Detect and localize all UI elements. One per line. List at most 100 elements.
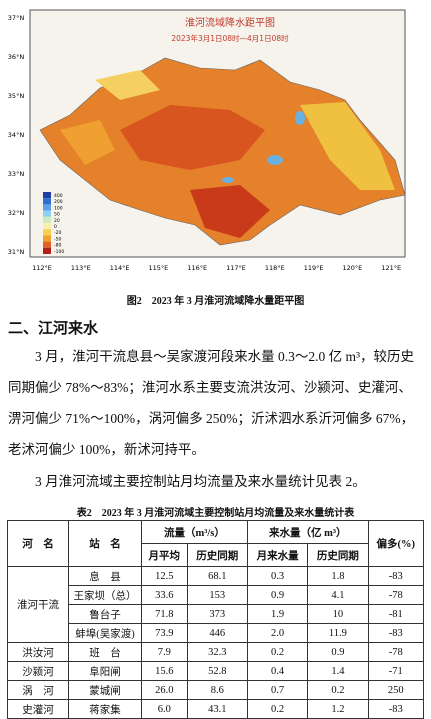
table-row: 鲁台子 71.8 373 1.9 10 -81 [8, 604, 425, 624]
table-cell: 0.2 [246, 642, 309, 662]
lon-label: 116°E [187, 264, 207, 272]
table-cell: 0.4 [246, 661, 309, 681]
table-cell: 月平均 [141, 543, 188, 567]
table-cell: 153 [186, 585, 248, 605]
table-cell: -83 [367, 566, 425, 586]
table-row: 涡 河蒙城闸 26.0 8.6 0.7 0.2 250 [7, 680, 425, 700]
header-cell: 流量（m³/s） [141, 520, 248, 544]
table-cell: 8.6 [186, 680, 248, 700]
table-row: 淮河干流息 县 12.5 68.1 0.3 1.8 -83 [7, 566, 425, 643]
lat-label: 32°N [8, 209, 25, 217]
table-cell: 0.2 [307, 680, 369, 700]
table-cell: 71.8 [141, 604, 188, 624]
legend-label: 400 [54, 193, 63, 199]
legend-label: 20 [54, 218, 60, 224]
data-table: 河 名 站 名 流量（m³/s） 来水量（亿 m³） 偏多(%) 月平均 历史同期… [7, 520, 425, 719]
table-cell: -81 [367, 604, 425, 624]
text-line: 淠河偏少 71%～100%，涡河偏多 250%；沂沭泗水系沂河偏多 67%， [8, 411, 415, 426]
legend-swatch [43, 241, 51, 248]
table-cell: 68.1 [186, 566, 248, 586]
table-cell: 月来水量 [246, 543, 309, 567]
table-cell: 蚌埠(吴家渡) [68, 623, 142, 643]
lon-label: 119°E [304, 264, 324, 272]
legend-label: -80 [54, 243, 61, 249]
legend-label: 50 [54, 212, 60, 218]
lon-label: 117°E [226, 264, 246, 272]
table-cell: 1.2 [307, 699, 369, 719]
lake [295, 111, 305, 125]
table-cell: -78 [367, 642, 425, 662]
legend-swatch [43, 216, 51, 223]
table-cell: 446 [186, 623, 248, 643]
table-cell: 10 [307, 604, 369, 624]
paragraph: 3 月淮河流域主要控制站月均流量及来水量统计见表 2。 [8, 466, 426, 497]
text-line: 同期偏少 78%～83%；淮河水系主要支流洪汝河、沙颍河、史灌河、 [8, 380, 412, 395]
lon-label: 118°E [265, 264, 285, 272]
region [300, 102, 395, 190]
table-cell: 王家坝（总） [68, 585, 142, 605]
table-cell: 15.6 [141, 661, 188, 681]
legend-swatch [43, 223, 51, 230]
table-cell: 班 台 [68, 642, 142, 662]
table-cell: 鲁台子 [68, 604, 142, 624]
lat-label: 31°N [8, 248, 25, 256]
map-title: 淮河流域降水距平图 [185, 16, 275, 29]
table-row: 洪汝河班 台 7.9 32.3 0.2 0.9 -78 [7, 642, 425, 662]
lon-label: 112°E [32, 264, 52, 272]
table-cell: 0.9 [246, 585, 309, 605]
region [95, 70, 160, 100]
table-cell: 1.9 [246, 604, 309, 624]
table-caption: 表2 2023 年 3 月淮河流域主要控制站月均流量及来水量统计表 [76, 508, 355, 519]
table-cell: 蒋家集 [68, 699, 142, 719]
text-line: 3 月，淮河干流息县～吴家渡河段来水量 0.3～2.0 亿 m³，较历史 [35, 349, 415, 364]
table-cell: 史灌河 [7, 699, 69, 719]
table-row: 沙颍河 阜阳闸 15.6 52.8 0.4 1.4 -71 [7, 661, 425, 681]
table-row: 蚌埠(吴家渡) 73.9 446 2.0 11.9 -83 [8, 623, 425, 643]
table-cell: 33.6 [141, 585, 188, 605]
table-cell: 373 [186, 604, 248, 624]
legend-swatch [43, 229, 51, 236]
text-line: 老沭河偏少 100%，新沭河持平。 [8, 442, 205, 457]
table-cell: 沙颍河 [7, 661, 69, 681]
table-cell: 淮河干流 [7, 566, 69, 643]
table-cell: 1.4 [307, 661, 369, 681]
table-cell: 26.0 [141, 680, 188, 700]
table-cell: 2.0 [246, 623, 309, 643]
table-cell: -71 [367, 661, 425, 681]
paragraph: 3 月，淮河干流息县～吴家渡河段来水量 0.3～2.0 亿 m³，较历史同期偏少… [8, 341, 426, 465]
table-cell: 0.9 [307, 642, 369, 662]
legend-swatch [43, 204, 51, 211]
header-cell: 站 名 [68, 520, 142, 567]
legend-swatch [43, 235, 51, 242]
lon-label: 114°E [110, 264, 130, 272]
legend-swatch [43, 198, 51, 205]
table-cell: -83 [367, 699, 425, 719]
legend-label: 200 [54, 199, 63, 205]
lon-label: 115°E [149, 264, 169, 272]
table-cell: 6.0 [141, 699, 188, 719]
table-cell: 历史同期 [186, 543, 248, 567]
lat-label: 37°N [8, 14, 25, 22]
table-cell: 息 县 [68, 566, 142, 586]
table-cell: 1.8 [307, 566, 369, 586]
legend-label: 100 [54, 205, 63, 211]
region [190, 185, 270, 238]
lon-label: 113°E [71, 264, 91, 272]
header-cell: 河 名 [7, 520, 69, 567]
table-cell: 73.9 [141, 623, 188, 643]
header-cell: 来水量（亿 m³） [246, 520, 369, 544]
lake [267, 155, 283, 165]
lon-label: 121°E [381, 264, 401, 272]
section-heading: 二、江河来水 [8, 319, 99, 337]
header-cell: 偏多(%) [367, 520, 425, 567]
map-subtitle: 2023年3月1日08时—4月1日08时 [171, 33, 289, 43]
table-cell: 涡 河 [7, 680, 69, 700]
table-cell: 12.5 [141, 566, 188, 586]
table-row: 史灌河 蒋家集 6.0 43.1 0.2 1.2 -83 [7, 699, 425, 719]
table-cell: 52.8 [186, 661, 248, 681]
lat-label: 35°N [8, 92, 25, 100]
lat-label: 34°N [8, 131, 25, 139]
table-cell: 32.3 [186, 642, 248, 662]
table-cell: 历史同期 [307, 543, 369, 567]
